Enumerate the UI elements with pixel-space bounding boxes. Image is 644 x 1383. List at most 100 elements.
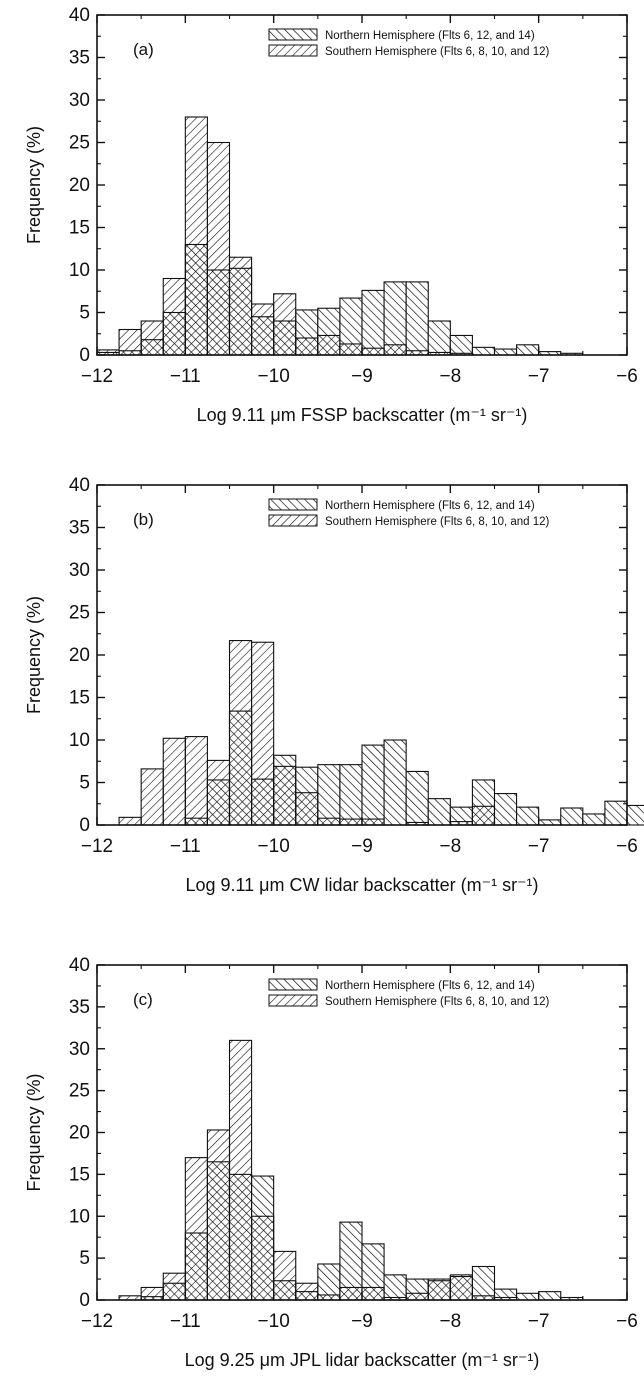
x-axis-title: Log 9.11 μm CW lidar backscatter (m⁻¹ sr… — [185, 875, 538, 895]
legend: Northern Hemisphere (Flts 6, 12, and 14)… — [268, 28, 550, 58]
histogram-bar — [427, 798, 451, 826]
y-tick-label: 0 — [79, 1290, 90, 1311]
histogram-bar — [361, 347, 385, 356]
histogram-bar — [273, 1250, 297, 1301]
y-tick-label: 20 — [69, 175, 90, 196]
x-axis-title: Log 9.11 μm FSSP backscatter (m⁻¹ sr⁻¹) — [197, 405, 528, 425]
y-tick-label: 10 — [69, 730, 90, 751]
histogram-bar — [383, 281, 407, 356]
y-tick-label: 25 — [69, 603, 90, 624]
y-tick-label: 25 — [69, 133, 90, 154]
histogram-bar — [184, 1157, 208, 1301]
histogram-bar — [582, 813, 606, 826]
histogram-bar — [317, 817, 341, 826]
histogram-bar — [604, 800, 628, 826]
histogram-bar — [184, 736, 208, 826]
histogram-bar — [317, 764, 341, 826]
chart-panel-c: 0 5 10 15 20 25 30 35 40 −12 −11 −10 −9 −8 −7 −6 (c) Freq… — [24, 955, 638, 1370]
x-tick-label: −8 — [439, 366, 461, 387]
y-tick-label: 10 — [69, 260, 90, 281]
histogram-bar — [405, 1292, 429, 1301]
x-tick-label: −8 — [439, 1311, 461, 1332]
histogram-bar — [361, 818, 385, 826]
y-tick-label: 15 — [69, 1164, 90, 1185]
chart-panel-a: 0 5 10 15 20 25 30 35 40 −12 −11 −10 −9 −8 −7 −6 (a) Freq… — [24, 5, 638, 425]
y-tick-label: 40 — [69, 5, 90, 26]
legend-swatch — [268, 994, 318, 1007]
histogram-bar — [405, 770, 429, 826]
histogram-bar — [317, 334, 341, 356]
y-axis-title: Frequency (%) — [24, 1073, 44, 1191]
y-tick-label: 0 — [79, 815, 90, 836]
panel-label: (b) — [133, 510, 154, 529]
histogram-bar — [184, 116, 208, 356]
histogram-bar — [493, 792, 518, 826]
y-axis-title: Frequency (%) — [24, 126, 44, 244]
histogram-bar — [118, 816, 142, 826]
histogram-bar — [405, 281, 429, 356]
x-tick-label: −11 — [170, 366, 201, 387]
legend-label: Northern Hemisphere (Flts 6, 12, and 14) — [325, 500, 535, 512]
histogram-bar — [361, 289, 385, 356]
series-southern — [118, 639, 496, 826]
histogram-bar — [206, 759, 231, 826]
y-tick-label: 35 — [69, 997, 90, 1018]
x-tick-label: −12 — [81, 836, 113, 857]
panel-label: (a) — [133, 40, 154, 59]
x-tick-label: −7 — [528, 366, 550, 387]
histogram-bar — [339, 1286, 363, 1301]
histogram-bar — [361, 744, 385, 826]
histogram-bar — [626, 804, 644, 826]
histogram-bar — [449, 334, 473, 356]
histogram-bar — [471, 805, 496, 826]
histogram-bar — [228, 256, 253, 356]
histogram-bar — [339, 764, 363, 826]
panel-label: (c) — [133, 990, 153, 1009]
histogram-bar — [228, 1039, 253, 1301]
x-tick-label: −8 — [439, 836, 461, 857]
x-tick-label: −9 — [351, 366, 373, 387]
legend-swatch — [268, 44, 318, 57]
histogram-bar — [118, 328, 142, 356]
y-tick-label: 40 — [69, 475, 90, 496]
histogram-bar — [361, 1286, 385, 1301]
y-tick-label: 30 — [69, 90, 90, 111]
legend-swatch — [268, 978, 318, 991]
histogram-bar — [339, 343, 363, 356]
x-tick-label: −12 — [81, 366, 113, 387]
histogram-bar — [516, 806, 540, 826]
legend-swatch — [268, 498, 318, 511]
y-tick-label: 15 — [69, 688, 90, 709]
histogram-bar — [516, 344, 540, 356]
histogram-bar — [206, 1129, 231, 1301]
histogram-bar — [383, 739, 407, 826]
histogram-bar — [162, 1272, 186, 1301]
histogram-bar — [516, 1292, 540, 1301]
x-tick-label: −11 — [170, 836, 201, 857]
histogram-bar — [140, 1286, 164, 1301]
legend-label: Northern Hemisphere (Flts 6, 12, and 14) — [325, 980, 535, 992]
y-tick-label: 5 — [79, 773, 90, 794]
histogram-bar — [162, 737, 186, 826]
x-tick-label: −6 — [616, 836, 638, 857]
histogram-bar — [427, 320, 451, 356]
y-tick-label: 20 — [69, 645, 90, 666]
legend: Northern Hemisphere (Flts 6, 12, and 14)… — [268, 978, 550, 1008]
legend: Northern Hemisphere (Flts 6, 12, and 14)… — [268, 498, 550, 528]
y-tick-label: 30 — [69, 1039, 90, 1060]
x-tick-label: −10 — [258, 836, 290, 857]
y-axis-title: Frequency (%) — [24, 596, 44, 714]
histogram-bar — [339, 818, 363, 826]
histogram-bar — [383, 1274, 407, 1301]
series-southern — [118, 1039, 518, 1301]
x-tick-label: −7 — [528, 1311, 550, 1332]
histogram-bar — [206, 141, 231, 356]
y-tick-label: 35 — [69, 518, 90, 539]
legend-swatch — [268, 514, 318, 527]
y-tick-label: 15 — [69, 218, 90, 239]
legend-label: Southern Hemisphere (Flts 6, 8, 10, and … — [325, 996, 550, 1008]
y-tick-label: 40 — [69, 955, 90, 976]
histogram-bar — [471, 1265, 496, 1301]
y-tick-label: 5 — [79, 1248, 90, 1269]
